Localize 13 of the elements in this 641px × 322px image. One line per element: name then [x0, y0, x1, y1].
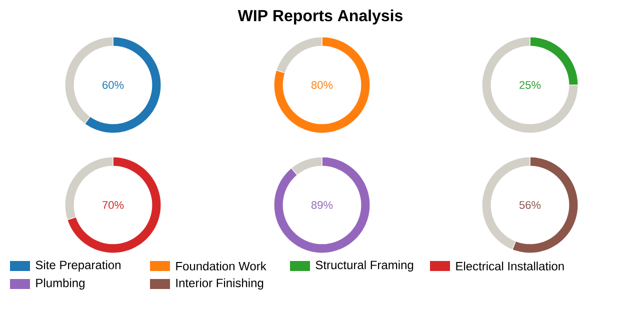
legend-label: Structural Framing [316, 260, 414, 272]
legend-label: Site Preparation [36, 260, 120, 272]
legend-label: Plumbing [36, 278, 84, 290]
legend-label: Electrical Installation [456, 262, 564, 270]
data-label: 60% [102, 81, 124, 89]
legend-label: Foundation Work [176, 262, 266, 270]
chart-title: WIP Reports Analysis [238, 10, 403, 24]
data-label: 89% [311, 201, 333, 209]
data-label: 70% [102, 201, 124, 209]
data-label: 25% [520, 81, 541, 89]
legend-label: Interior Finishing [176, 278, 264, 290]
data-label: 80% [311, 81, 333, 89]
data-label: 56% [519, 201, 541, 209]
